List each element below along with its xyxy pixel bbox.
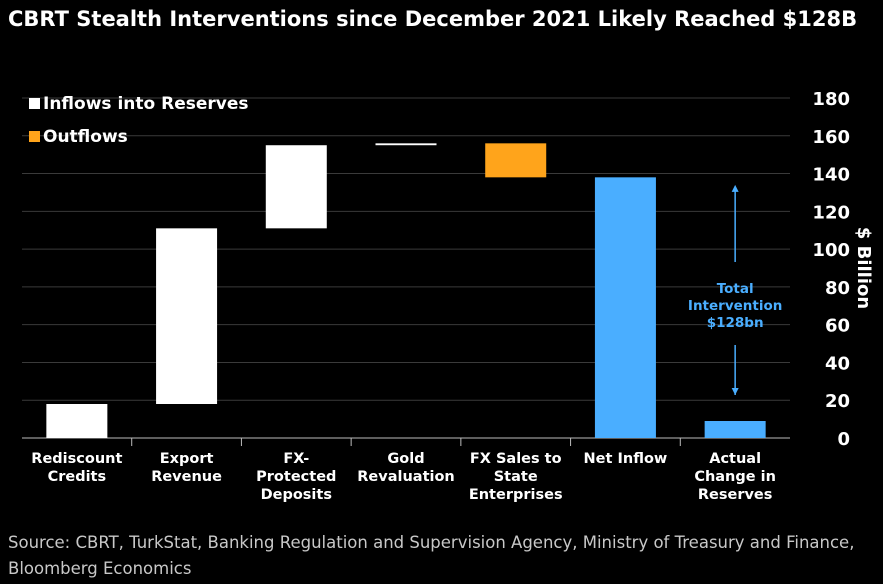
- source-note: Source: CBRT, TurkStat, Banking Regulati…: [8, 533, 855, 578]
- annotation-arrow-up: [731, 184, 739, 192]
- chart-title: CBRT Stealth Interventions since Decembe…: [8, 7, 858, 31]
- bar-inflow: [156, 228, 218, 404]
- y-tick-label: 60: [825, 316, 850, 337]
- annotation-arrow-down: [731, 388, 739, 395]
- category-label: Net Inflow: [584, 451, 668, 467]
- y-tick-label: 0: [837, 429, 850, 450]
- y-axis-title: $ Billion: [853, 227, 874, 309]
- category-label: Enterprises: [469, 487, 563, 503]
- category-label: Rediscount: [31, 451, 122, 467]
- category-label: Gold: [387, 451, 424, 467]
- category-label: Change in: [694, 469, 776, 485]
- category-label: Export: [160, 451, 214, 467]
- category-label: Actual: [709, 451, 761, 467]
- legend-label: Inflows into Reserves: [43, 94, 249, 114]
- category-label: Reserves: [698, 487, 773, 503]
- category-label: State: [494, 469, 538, 485]
- bar-net: [704, 421, 766, 438]
- category-label: Revaluation: [357, 469, 455, 485]
- annotation-text: Intervention: [688, 298, 782, 314]
- y-tick-label: 120: [812, 202, 850, 223]
- category-label: Revenue: [151, 469, 222, 485]
- y-tick-label: 80: [825, 278, 850, 299]
- category-label: Credits: [48, 469, 107, 485]
- category-label: FX Sales to: [470, 451, 562, 467]
- bar-inflow: [265, 145, 327, 229]
- annotation-text: $128bn: [707, 315, 764, 331]
- bar-net: [594, 177, 656, 439]
- bar-outflow: [485, 143, 547, 178]
- legend-label: Outflows: [43, 127, 128, 147]
- bar-inflow: [375, 143, 437, 146]
- bar-inflow: [46, 404, 108, 438]
- y-tick-label: 140: [812, 165, 850, 186]
- category-label: FX-: [283, 451, 309, 467]
- y-tick-label: 40: [825, 353, 850, 374]
- legend-swatch: [29, 131, 40, 142]
- y-tick-label: 100: [812, 240, 850, 261]
- y-tick-label: 20: [825, 391, 850, 412]
- legend-swatch: [29, 98, 40, 109]
- category-label: Protected: [256, 469, 336, 485]
- y-tick-label: 160: [812, 127, 850, 148]
- annotation-text: Total: [717, 281, 754, 297]
- category-label: Deposits: [261, 487, 332, 503]
- y-tick-label: 180: [812, 89, 850, 110]
